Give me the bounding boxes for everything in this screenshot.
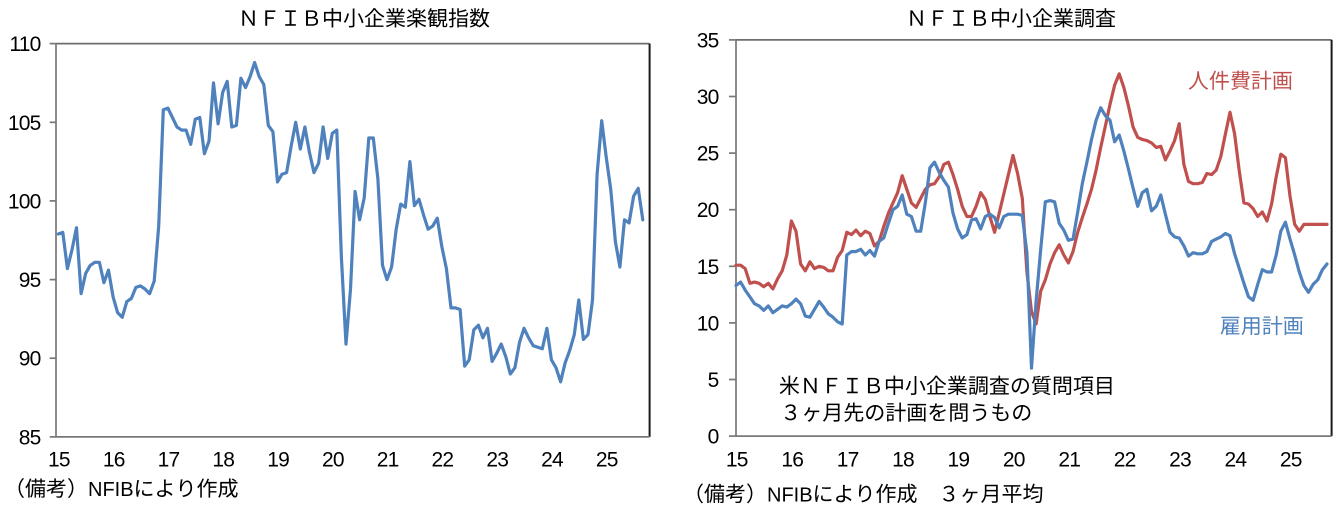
svg-text:20: 20	[322, 449, 344, 472]
svg-text:16: 16	[103, 449, 125, 472]
svg-text:105: 105	[8, 112, 41, 135]
svg-text:25: 25	[1280, 449, 1302, 472]
svg-text:18: 18	[212, 449, 234, 472]
svg-text:95: 95	[19, 269, 41, 292]
svg-text:16: 16	[781, 449, 803, 472]
svg-text:17: 17	[158, 449, 180, 472]
svg-text:20: 20	[697, 199, 719, 222]
svg-text:15: 15	[48, 449, 70, 472]
svg-text:23: 23	[1169, 449, 1191, 472]
svg-text:35: 35	[697, 29, 719, 52]
svg-text:110: 110	[9, 33, 40, 56]
svg-text:90: 90	[19, 348, 41, 371]
svg-text:24: 24	[541, 449, 564, 472]
svg-text:17: 17	[837, 449, 859, 472]
svg-text:19: 19	[948, 449, 970, 472]
svg-text:19: 19	[267, 449, 289, 472]
svg-text:NFIB: NFIB	[88, 479, 134, 501]
svg-text:15: 15	[697, 256, 719, 279]
svg-text:25: 25	[596, 449, 618, 472]
svg-text:24: 24	[1225, 449, 1248, 472]
svg-text:23: 23	[486, 449, 508, 472]
svg-text:100: 100	[8, 190, 41, 213]
svg-text:25: 25	[697, 143, 719, 166]
svg-text:20: 20	[1003, 449, 1025, 472]
svg-text:22: 22	[432, 449, 454, 472]
svg-text:85: 85	[19, 426, 41, 449]
svg-text:0: 0	[708, 426, 719, 449]
svg-text:10: 10	[697, 312, 719, 335]
svg-text:NFIB: NFIB	[767, 484, 813, 506]
svg-text:5: 5	[708, 369, 719, 392]
svg-text:21: 21	[377, 449, 399, 472]
svg-text:21: 21	[1058, 449, 1080, 472]
svg-text:30: 30	[697, 86, 719, 109]
svg-text:15: 15	[726, 449, 748, 472]
svg-text:22: 22	[1114, 449, 1136, 472]
svg-text:18: 18	[892, 449, 914, 472]
